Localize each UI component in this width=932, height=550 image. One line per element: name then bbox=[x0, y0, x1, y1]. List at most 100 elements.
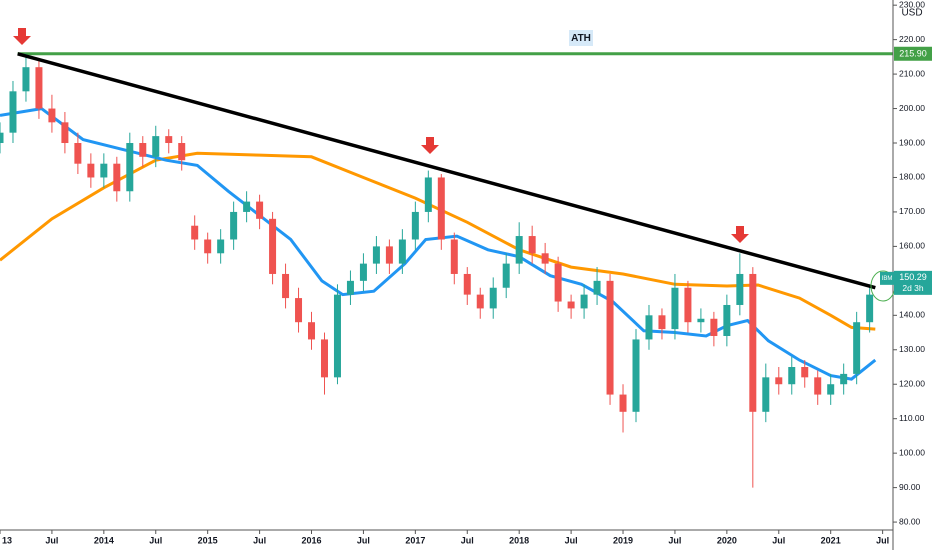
candle-body bbox=[658, 315, 666, 330]
x-tick-label: Jul bbox=[45, 535, 58, 545]
x-tick-label: 2018 bbox=[509, 535, 529, 545]
x-tick-label: Jul bbox=[772, 535, 785, 545]
candle-body bbox=[398, 239, 406, 264]
y-tick-label: 160.00 bbox=[899, 241, 925, 251]
candle-body bbox=[853, 322, 861, 374]
candle-body bbox=[502, 263, 510, 288]
candle-body bbox=[645, 315, 653, 340]
x-tick-label: 2021 bbox=[821, 535, 841, 545]
candle-body bbox=[178, 143, 186, 161]
candle-body bbox=[126, 143, 134, 192]
y-tick-label: 100.00 bbox=[899, 447, 925, 457]
candle-body bbox=[113, 163, 121, 192]
x-tick-label: 2017 bbox=[405, 535, 425, 545]
last-price-label: 150.29 bbox=[899, 272, 927, 282]
x-tick-label: Jul bbox=[876, 535, 889, 545]
ath-price-label: 215.90 bbox=[899, 49, 927, 59]
candle-body bbox=[243, 201, 251, 212]
y-tick-label: 120.00 bbox=[899, 378, 925, 388]
candle-body bbox=[269, 218, 277, 274]
candle-body bbox=[580, 294, 588, 309]
y-tick-label: 210.00 bbox=[899, 68, 925, 78]
x-tick-label: Jul bbox=[461, 535, 474, 545]
candle-body bbox=[320, 339, 328, 378]
y-tick-label: 200.00 bbox=[899, 103, 925, 113]
x-tick-label: 13 bbox=[2, 535, 12, 545]
candle-body bbox=[87, 163, 95, 178]
candle-body bbox=[48, 108, 56, 123]
ath-price-tag bbox=[894, 46, 932, 61]
candle-body bbox=[346, 280, 354, 295]
candle-body bbox=[567, 301, 575, 309]
candle-body bbox=[22, 67, 30, 92]
x-tick-label: Jul bbox=[565, 535, 578, 545]
candle-body bbox=[61, 122, 69, 144]
candle-body bbox=[671, 287, 679, 330]
candle-body bbox=[775, 377, 783, 385]
candle-body bbox=[476, 294, 484, 309]
candle-body bbox=[463, 273, 471, 295]
candle-body bbox=[593, 280, 601, 295]
candle-body bbox=[801, 367, 809, 378]
candle-body bbox=[840, 373, 848, 385]
x-tick-label: Jul bbox=[357, 535, 370, 545]
candle-body bbox=[541, 253, 549, 264]
candle-body bbox=[295, 298, 303, 323]
candle-body bbox=[762, 377, 770, 412]
y-tick-label: 180.00 bbox=[899, 172, 925, 182]
arrow bbox=[421, 137, 439, 154]
candle-body bbox=[372, 246, 380, 264]
symbol-tag bbox=[880, 271, 894, 285]
candle-body bbox=[165, 136, 173, 144]
x-tick-label: Jul bbox=[668, 535, 681, 545]
candle-body bbox=[411, 211, 419, 240]
x-tick-label: 2014 bbox=[94, 535, 114, 545]
candle-body bbox=[230, 211, 238, 240]
candle-body bbox=[684, 287, 692, 323]
candle-body bbox=[489, 287, 497, 309]
x-tick-label: 2020 bbox=[717, 535, 737, 545]
countdown-label: 2d 3h bbox=[902, 283, 924, 293]
x-tick-label: 2015 bbox=[198, 535, 218, 545]
candle-body bbox=[217, 239, 225, 254]
candle-body bbox=[0, 132, 4, 144]
y-tick-label: 170.00 bbox=[899, 206, 925, 216]
candle-body bbox=[74, 143, 82, 164]
x-tick-label: Jul bbox=[149, 535, 162, 545]
arrows bbox=[13, 28, 749, 243]
x-tick-label: Jul bbox=[253, 535, 266, 545]
candle-body bbox=[619, 394, 627, 412]
y-tick-label: 140.00 bbox=[899, 310, 925, 320]
candle-body bbox=[204, 239, 212, 254]
candle-body bbox=[528, 236, 536, 254]
candle-body bbox=[35, 67, 43, 109]
y-tick-label: 230.00 bbox=[899, 0, 925, 9]
arrow bbox=[731, 226, 749, 243]
arrow bbox=[13, 28, 31, 45]
y-tick-label: 130.00 bbox=[899, 344, 925, 354]
y-tick-label: 80.00 bbox=[899, 516, 921, 526]
candle-body bbox=[359, 263, 367, 281]
candle-body bbox=[152, 136, 160, 157]
candle-body bbox=[282, 273, 290, 299]
candle-body bbox=[333, 294, 341, 378]
x-tick-label: 2019 bbox=[613, 535, 633, 545]
candle-body bbox=[191, 225, 199, 240]
ath-label: ATH bbox=[571, 33, 591, 44]
candle-body bbox=[515, 236, 523, 264]
currency-label: USD bbox=[901, 8, 922, 19]
candle-body bbox=[450, 239, 458, 274]
candle-body bbox=[723, 304, 731, 336]
symbol-label: IBM bbox=[882, 276, 893, 282]
ath-label-box bbox=[569, 30, 593, 46]
candle-body bbox=[139, 143, 147, 157]
candle-body bbox=[606, 280, 614, 395]
candle-body bbox=[814, 377, 822, 395]
trendline bbox=[17, 52, 876, 290]
candle-body bbox=[866, 294, 874, 323]
candle-body bbox=[385, 246, 393, 264]
candle-body bbox=[424, 177, 432, 212]
y-tick-label: 220.00 bbox=[899, 34, 925, 44]
